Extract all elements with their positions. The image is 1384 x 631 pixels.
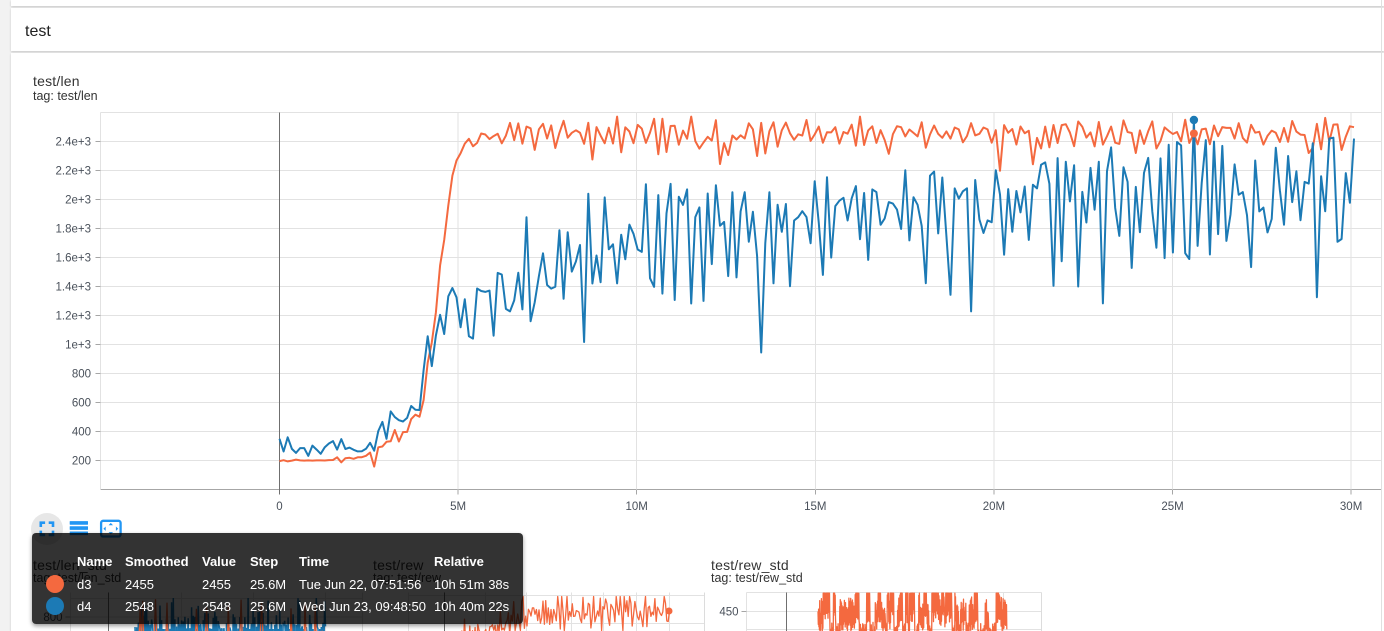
svg-text:800: 800 [72,369,91,381]
svg-text:25M: 25M [1161,501,1183,513]
svg-text:2e+3: 2e+3 [65,195,91,207]
svg-text:200: 200 [72,456,91,468]
svg-text:1.4e+3: 1.4e+3 [56,282,92,294]
svg-text:30M: 30M [1340,501,1362,513]
svg-text:5M: 5M [450,501,466,513]
svg-text:2.4e+3: 2.4e+3 [56,137,92,149]
svg-text:20M: 20M [983,501,1005,513]
svg-text:2.2e+3: 2.2e+3 [56,166,92,178]
svg-text:1.8e+3: 1.8e+3 [56,224,92,236]
svg-text:1.2e+3: 1.2e+3 [56,311,92,323]
svg-text:400: 400 [72,427,91,439]
svg-text:10M: 10M [626,501,648,513]
svg-text:1.6e+3: 1.6e+3 [56,253,92,265]
svg-text:450: 450 [719,607,738,619]
svg-text:15M: 15M [804,501,826,513]
svg-text:1e+3: 1e+3 [65,340,91,352]
svg-text:0: 0 [276,501,282,513]
svg-text:600: 600 [72,398,91,410]
